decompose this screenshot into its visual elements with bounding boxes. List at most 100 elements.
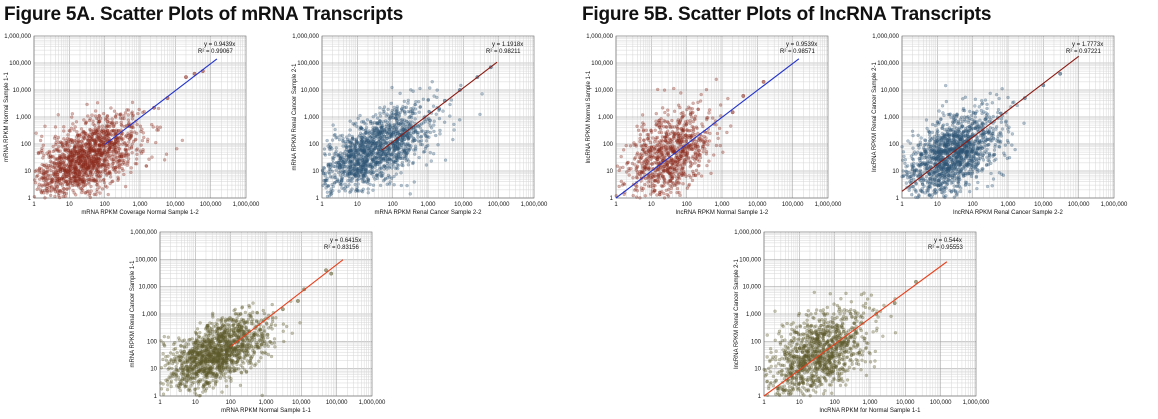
data-point: [625, 170, 629, 174]
data-point: [107, 149, 111, 154]
data-point: [371, 115, 375, 119]
data-point: [420, 129, 424, 133]
data-point: [70, 171, 74, 176]
data-point: [137, 107, 141, 112]
data-point: [653, 147, 657, 152]
data-point: [670, 125, 674, 129]
data-point: [327, 167, 332, 171]
data-point: [712, 153, 716, 157]
data-point: [973, 104, 977, 108]
data-point: [646, 149, 650, 153]
data-point: [412, 152, 417, 156]
data-point: [124, 134, 128, 138]
data-point: [401, 142, 406, 146]
data-point: [110, 158, 114, 162]
data-point: [67, 137, 71, 142]
data-point: [705, 163, 709, 168]
data-point: [406, 137, 410, 141]
data-point: [399, 171, 403, 175]
data-point: [640, 113, 645, 117]
data-point: [696, 145, 700, 149]
data-point: [70, 115, 74, 119]
data-point: [409, 144, 413, 148]
data-point: [45, 186, 49, 191]
y-tick-label: 100: [603, 142, 614, 148]
data-point: [163, 158, 167, 162]
data-point: [635, 176, 639, 180]
data-point: [95, 147, 99, 152]
data-point: [61, 160, 65, 164]
data-point: [676, 141, 681, 145]
data-point: [76, 140, 81, 145]
data-point: [662, 191, 666, 196]
data-point: [705, 130, 709, 135]
data-point: [54, 187, 58, 191]
data-point: [115, 155, 119, 160]
data-point: [675, 186, 680, 191]
data-point: [384, 136, 389, 141]
data-point: [180, 138, 185, 143]
data-point: [671, 181, 675, 185]
data-point: [633, 163, 637, 167]
data-point: [397, 117, 401, 121]
data-point: [84, 120, 88, 124]
data-point: [647, 158, 651, 162]
data-point: [94, 167, 99, 172]
data-point: [68, 129, 72, 133]
data-point: [636, 160, 640, 164]
data-point: [363, 161, 367, 165]
data-point: [338, 169, 343, 173]
data-point: [340, 170, 344, 174]
data-point: [711, 116, 715, 120]
data-point: [618, 166, 622, 170]
data-point: [93, 164, 97, 168]
data-point: [681, 173, 685, 177]
data-point: [89, 154, 93, 159]
data-point: [385, 112, 389, 116]
data-point: [658, 190, 662, 195]
data-point: [94, 131, 98, 136]
scatter-plot-mrna-normal: y = 0.9439x R² = 0.99067 1 10 100 1,000 10,000…: [0, 28, 290, 218]
data-point: [432, 94, 436, 98]
data-point: [363, 173, 367, 178]
data-point: [88, 117, 92, 121]
data-point: [56, 149, 61, 153]
data-point: [356, 182, 360, 186]
data-point: [371, 158, 375, 162]
data-point: [378, 183, 383, 188]
data-point: [423, 132, 427, 136]
data-point: [393, 141, 398, 145]
data-point: [341, 144, 345, 148]
data-point: [413, 130, 418, 134]
data-point: [390, 131, 394, 136]
y-tick-label: 10,000: [301, 88, 320, 94]
data-point: [363, 167, 368, 171]
data-point: [424, 163, 429, 167]
data-point: [707, 108, 712, 112]
data-point: [53, 194, 57, 198]
data-points: [614, 77, 766, 200]
data-point: [650, 162, 654, 166]
y-tick-label: 1,000: [598, 115, 614, 121]
data-point: [120, 116, 125, 121]
data-point: [150, 155, 154, 159]
data-point: [326, 162, 330, 166]
data-point: [114, 170, 118, 174]
data-point: [661, 106, 665, 110]
data-point: [378, 170, 382, 174]
data-point: [374, 113, 378, 117]
trend-line: [381, 61, 498, 151]
data-point: [677, 177, 682, 181]
data-point: [694, 156, 698, 160]
data-point: [360, 190, 365, 194]
data-point: [81, 148, 85, 152]
data-point: [53, 178, 58, 182]
data-point: [68, 173, 72, 177]
data-point: [102, 148, 106, 153]
data-point: [124, 149, 128, 153]
data-point: [71, 162, 75, 166]
data-point: [741, 94, 746, 98]
data-point: [371, 131, 375, 136]
data-point: [329, 189, 333, 194]
data-point: [401, 147, 406, 151]
